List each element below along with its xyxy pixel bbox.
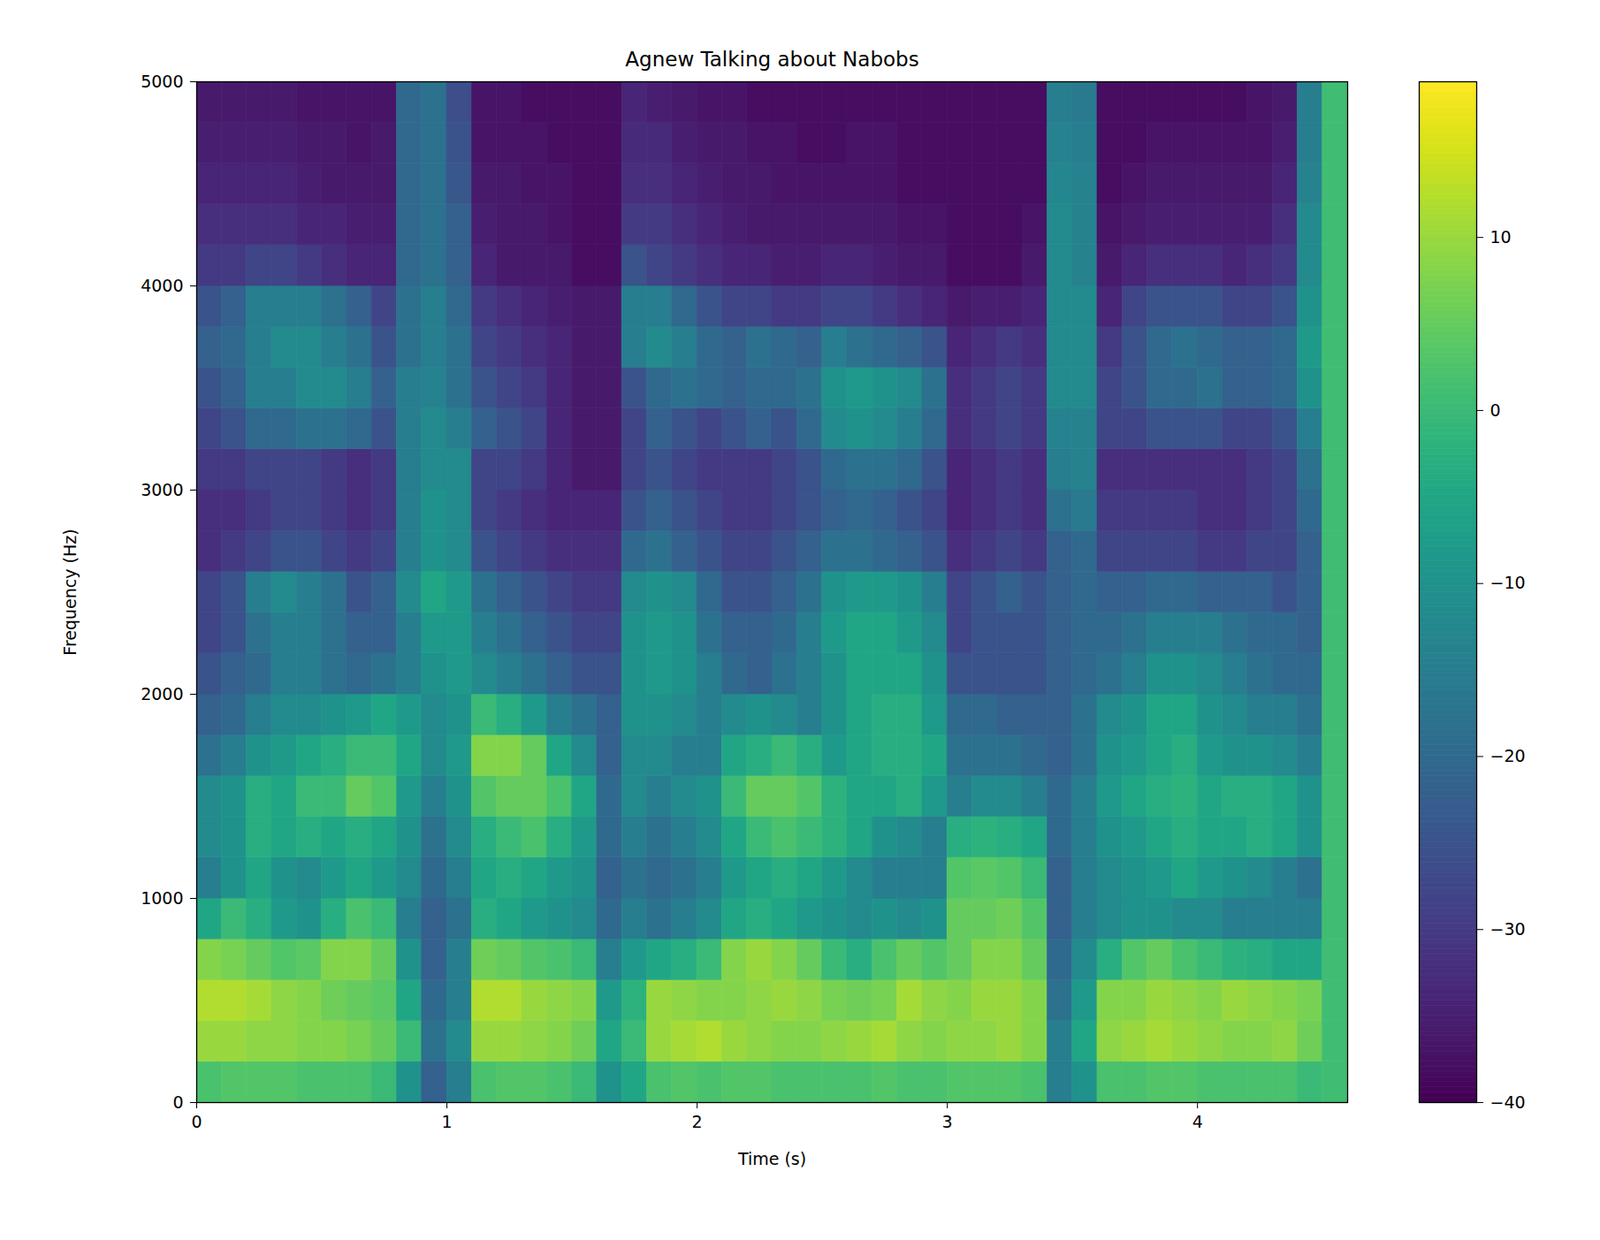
- svg-text:0: 0: [190, 1112, 202, 1132]
- svg-text:−10: −10: [1490, 572, 1526, 593]
- svg-text:3: 3: [942, 1112, 953, 1132]
- svg-text:−30: −30: [1490, 919, 1526, 939]
- svg-text:0: 0: [172, 1092, 183, 1113]
- svg-text:−40: −40: [1490, 1092, 1526, 1113]
- svg-text:2: 2: [692, 1112, 703, 1132]
- svg-text:−20: −20: [1490, 746, 1526, 766]
- svg-text:1: 1: [441, 1112, 452, 1132]
- svg-text:4000: 4000: [140, 275, 183, 296]
- svg-text:5000: 5000: [140, 71, 183, 92]
- svg-text:1000: 1000: [140, 888, 183, 908]
- svg-text:2000: 2000: [140, 684, 183, 704]
- svg-text:Frequency (Hz): Frequency (Hz): [60, 528, 80, 656]
- svg-text:0: 0: [1490, 400, 1501, 420]
- svg-text:10: 10: [1490, 227, 1512, 247]
- svg-text:Time (s): Time (s): [737, 1149, 807, 1169]
- svg-text:4: 4: [1192, 1112, 1204, 1132]
- svg-text:Agnew Talking about Nabobs: Agnew Talking about Nabobs: [624, 47, 919, 71]
- svg-text:3000: 3000: [140, 480, 183, 500]
